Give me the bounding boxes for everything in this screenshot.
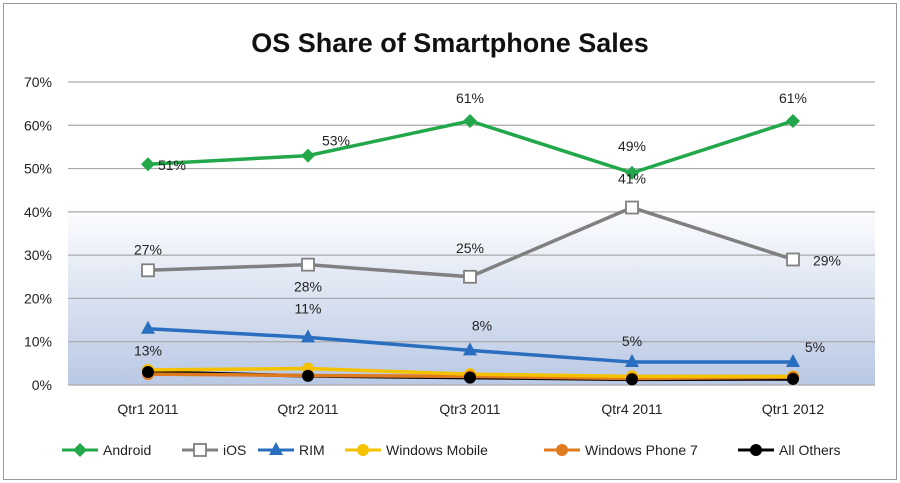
x-tick-label: Qtr1 2012 bbox=[762, 401, 824, 417]
y-tick-label: 50% bbox=[24, 161, 52, 177]
ios-marker bbox=[301, 257, 315, 272]
android-marker bbox=[625, 165, 639, 180]
android-marker bbox=[786, 113, 800, 128]
all-others-marker bbox=[142, 366, 154, 379]
plot-area bbox=[68, 82, 875, 385]
data-label: 25% bbox=[456, 240, 484, 256]
rim-marker bbox=[625, 354, 639, 368]
android-marker bbox=[301, 148, 315, 163]
windows-phone-7-marker bbox=[556, 444, 568, 456]
data-label: 29% bbox=[813, 252, 841, 268]
ios-marker bbox=[463, 269, 477, 284]
rim-marker bbox=[269, 442, 283, 455]
rim-marker bbox=[786, 354, 800, 368]
data-label: 28% bbox=[294, 279, 322, 295]
rim-marker bbox=[463, 342, 477, 356]
data-label: 41% bbox=[618, 171, 646, 187]
data-label: 61% bbox=[456, 90, 484, 106]
legend-label: Android bbox=[103, 442, 151, 458]
rim-marker bbox=[301, 329, 315, 343]
legend-label: Windows Phone 7 bbox=[585, 442, 698, 458]
data-label: 13% bbox=[134, 343, 162, 359]
x-tick-label: Qtr3 2011 bbox=[439, 401, 500, 417]
data-label: 5% bbox=[805, 339, 825, 355]
all-others-marker bbox=[464, 371, 476, 384]
legend-label: Windows Mobile bbox=[386, 442, 488, 458]
y-tick-label: 60% bbox=[24, 117, 52, 133]
all-others-marker bbox=[626, 373, 638, 386]
x-tick-label: Qtr4 2011 bbox=[601, 401, 662, 417]
data-label: 61% bbox=[779, 90, 807, 106]
android-marker bbox=[73, 443, 87, 457]
y-tick-label: 0% bbox=[32, 377, 52, 393]
legend-label: RIM bbox=[299, 442, 325, 458]
data-label: 51% bbox=[158, 157, 186, 173]
ios-marker bbox=[141, 263, 155, 278]
legend-label: All Others bbox=[779, 442, 840, 458]
all-others-marker bbox=[787, 372, 799, 385]
data-label: 11% bbox=[295, 300, 322, 316]
ios-marker bbox=[625, 200, 639, 215]
chart-frame bbox=[3, 3, 897, 480]
chart-title: OS Share of Smartphone Sales bbox=[251, 28, 649, 58]
all-others-marker bbox=[750, 444, 762, 456]
data-label: 5% bbox=[622, 333, 642, 349]
data-label: 49% bbox=[618, 138, 646, 154]
windows-mobile-marker bbox=[357, 444, 369, 456]
ios-marker bbox=[786, 252, 800, 267]
android-marker bbox=[463, 113, 477, 128]
x-tick-label: Qtr1 2011 bbox=[117, 401, 178, 417]
x-tick-label: Qtr2 2011 bbox=[277, 401, 338, 417]
legend-label: iOS bbox=[223, 442, 246, 458]
y-tick-label: 10% bbox=[24, 334, 52, 350]
data-label: 27% bbox=[134, 241, 162, 257]
data-label: 53% bbox=[322, 133, 350, 149]
data-label: 8% bbox=[472, 317, 492, 333]
y-tick-label: 40% bbox=[24, 204, 52, 220]
y-tick-label: 20% bbox=[24, 290, 52, 306]
y-tick-label: 70% bbox=[24, 74, 52, 90]
rim-marker bbox=[141, 320, 155, 334]
android-marker bbox=[141, 157, 155, 172]
all-others-marker bbox=[302, 369, 314, 382]
ios-marker bbox=[193, 443, 207, 457]
y-tick-label: 30% bbox=[24, 247, 52, 263]
